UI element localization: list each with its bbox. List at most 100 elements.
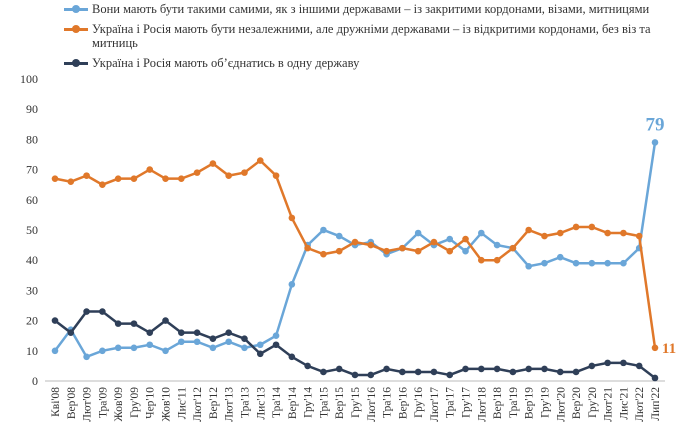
x-tick-label: Вер'18: [492, 387, 504, 419]
point: [525, 262, 532, 270]
x-tick-label: Лют'13: [224, 387, 236, 422]
point: [241, 344, 248, 352]
y-tick-label: 70: [26, 163, 38, 177]
x-tick-label: Гру'19: [539, 387, 551, 418]
point: [446, 247, 454, 255]
y-tick-label: 10: [26, 344, 38, 358]
point: [256, 350, 264, 358]
point: [241, 335, 248, 343]
x-tick-label: Вер'12: [208, 387, 220, 419]
point: [241, 169, 248, 176]
point: [367, 241, 375, 249]
point: [83, 353, 90, 361]
point: [114, 175, 122, 182]
point: [493, 241, 501, 249]
point: [572, 368, 580, 376]
x-tick-label: Тра'14: [271, 387, 283, 418]
point: [178, 329, 185, 336]
point: [478, 256, 485, 264]
x-tick-label: Лют'22: [634, 387, 646, 422]
point: [225, 172, 232, 179]
x-tick-label: Лют'17: [429, 387, 441, 422]
point: [462, 365, 469, 373]
point: [399, 368, 406, 376]
point: [383, 365, 390, 373]
x-tick-label: Вер'14: [287, 387, 299, 419]
y-tick-label: 80: [26, 132, 38, 146]
legend-label: Україна і Росія мають об’єднатись в одну…: [92, 56, 360, 70]
point: [99, 347, 106, 355]
y-tick-label: 50: [26, 223, 38, 237]
legend-item: Україна і Росія мають бути незалежними, …: [62, 22, 682, 50]
point: [493, 365, 501, 373]
x-tick-label: Гру'09: [129, 387, 141, 418]
point: [225, 338, 232, 346]
point: [635, 362, 643, 370]
point: [604, 359, 611, 367]
point: [493, 256, 501, 264]
point: [209, 160, 217, 167]
x-tick-label: Вер'15: [334, 387, 346, 419]
point: [367, 371, 375, 379]
x-tick-label: Кві'08: [50, 387, 62, 417]
x-tick-label: Тра'15: [318, 387, 330, 418]
point: [541, 259, 548, 267]
x-tick-label: Вер'08: [66, 387, 78, 419]
x-tick-label: Лют'20: [555, 387, 567, 422]
x-tick-label: Чер'10: [145, 387, 157, 419]
point: [462, 247, 469, 255]
x-tick-label: Гру'14: [303, 387, 315, 418]
point: [399, 244, 406, 252]
x-tick-label: Гру'20: [587, 387, 599, 418]
point: [193, 169, 201, 176]
point: [556, 368, 564, 376]
x-tick-label: Лис'21: [618, 387, 630, 420]
legend-label: Вони мають бути такими самими, як з інши…: [92, 2, 650, 16]
point: [509, 368, 517, 376]
point: [256, 341, 264, 349]
y-tick-label: 100: [20, 72, 38, 86]
point: [162, 175, 169, 182]
x-tick-label: Лют'09: [82, 387, 94, 422]
point: [446, 371, 454, 379]
point: [272, 332, 280, 340]
data-label: 11: [662, 341, 676, 357]
point: [414, 368, 422, 376]
legend-item: Вони мають бути такими самими, як з інши…: [62, 2, 682, 16]
point: [651, 139, 659, 146]
series-line: [53, 142, 657, 359]
x-tick-label: Лют'21: [603, 387, 615, 422]
x-tick-label: Лис'13: [255, 387, 267, 420]
point: [51, 175, 59, 182]
point: [320, 250, 327, 258]
point: [51, 317, 59, 324]
point: [178, 338, 185, 346]
x-tick-label: Тра'17: [445, 387, 457, 418]
x-tick-label: Жов'09: [113, 387, 125, 422]
point: [320, 226, 327, 234]
point: [193, 338, 201, 346]
legend-marker: [72, 59, 80, 67]
point: [525, 365, 532, 373]
point: [114, 344, 122, 352]
x-tick-label: Лис'11: [176, 387, 188, 419]
point: [635, 232, 643, 240]
point: [588, 223, 596, 231]
point: [288, 214, 296, 222]
point: [414, 229, 422, 237]
point: [99, 181, 106, 188]
y-tick-label: 60: [26, 193, 38, 207]
point: [335, 247, 343, 255]
x-tick-label: Гру'16: [413, 387, 425, 418]
x-tick-label: Жов'10: [161, 387, 173, 422]
point: [430, 368, 438, 376]
point: [351, 371, 359, 379]
point: [146, 341, 154, 349]
point: [588, 362, 596, 370]
x-tick-label: Лют'16: [366, 387, 378, 422]
data-label: 79: [646, 114, 665, 135]
point: [509, 244, 517, 252]
point: [335, 365, 343, 373]
point: [193, 329, 201, 336]
